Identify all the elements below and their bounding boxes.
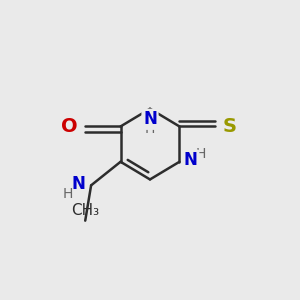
Text: N: N xyxy=(143,110,157,128)
Text: S: S xyxy=(222,117,236,136)
Text: CH₃: CH₃ xyxy=(71,203,99,218)
Text: S: S xyxy=(222,117,236,136)
Text: O: O xyxy=(61,117,78,136)
Text: H: H xyxy=(63,187,74,201)
Text: N: N xyxy=(143,110,157,128)
Text: N: N xyxy=(184,151,198,169)
Text: N: N xyxy=(184,151,198,169)
Text: O: O xyxy=(61,117,78,136)
Text: H: H xyxy=(145,122,155,136)
Text: N: N xyxy=(71,175,85,193)
Text: H: H xyxy=(196,147,206,161)
